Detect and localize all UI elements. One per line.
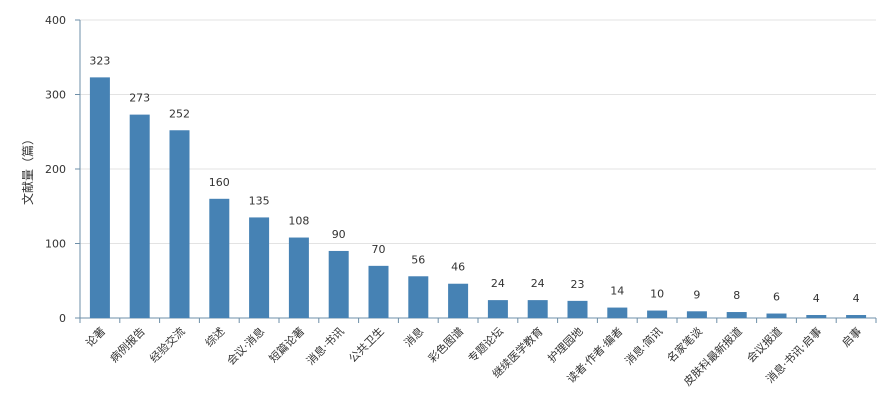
y-tick-label: 300 (45, 89, 66, 102)
bar-value-label: 24 (531, 277, 545, 290)
bar-value-label: 252 (169, 107, 190, 120)
x-tick-label: 会议·消息 (224, 324, 267, 367)
bar[interactable] (766, 313, 787, 318)
bar[interactable] (368, 265, 389, 318)
gridlines (80, 19, 876, 244)
bar[interactable] (567, 300, 588, 318)
bar[interactable] (846, 315, 867, 318)
bar[interactable] (448, 283, 469, 318)
bar[interactable] (288, 237, 309, 318)
x-tick-label: 消息 (401, 324, 426, 349)
bar[interactable] (806, 315, 827, 318)
data-labels: 323 273 252 160 135 108 90 70 56 46 24 24 23 14 10 9 8 6 4… (89, 54, 859, 305)
bar[interactable] (686, 311, 707, 318)
x-tick-label: 论著 (83, 324, 108, 349)
bar[interactable] (487, 300, 508, 318)
bar-value-label: 70 (372, 243, 386, 256)
x-tick-label: 启事 (839, 325, 864, 350)
bar[interactable] (726, 312, 747, 318)
bar-value-label: 24 (491, 277, 505, 290)
x-tick-label: 病例报告 (107, 324, 148, 365)
bar[interactable] (249, 217, 270, 318)
x-tick-label: 短篇论著 (266, 324, 307, 365)
x-tick-label: 名家笔谈 (664, 324, 705, 365)
bar[interactable] (607, 307, 628, 318)
bar-value-label: 4 (853, 292, 860, 305)
x-tick-label: 彩色图谱 (425, 324, 466, 365)
bar[interactable] (647, 310, 668, 318)
bar[interactable] (169, 130, 190, 318)
x-tick-label: 公共卫生 (346, 324, 387, 365)
bar[interactable] (328, 250, 349, 318)
x-tick-label: 会议报道 (744, 324, 785, 365)
bar[interactable] (408, 276, 429, 318)
y-tick-label: 400 (45, 14, 66, 27)
bar[interactable] (89, 77, 110, 319)
y-tick-label: 100 (45, 238, 66, 251)
bar-value-label: 10 (650, 288, 664, 301)
bar[interactable] (527, 300, 548, 318)
x-tick-label: 经验交流 (147, 324, 188, 365)
x-tick-label: 护理园地 (545, 324, 586, 365)
bar-value-label: 135 (249, 194, 270, 207)
bar-value-label: 323 (89, 54, 110, 67)
bars (89, 77, 867, 319)
bar[interactable] (129, 114, 150, 319)
bar-value-label: 108 (288, 215, 309, 228)
bar-value-label: 14 (610, 285, 624, 298)
y-axis-label: 文献量（篇） (20, 133, 35, 205)
x-tick-label: 综述 (202, 324, 227, 349)
bar-value-label: 4 (813, 292, 820, 305)
bar-value-label: 56 (411, 253, 425, 266)
bar-value-label: 23 (571, 278, 585, 291)
bar-value-label: 8 (733, 289, 740, 302)
x-tick-label: 专题论坛 (465, 324, 506, 365)
bar-value-label: 160 (209, 176, 230, 189)
x-tick-label: 消息·书讯 (303, 324, 346, 367)
bar-value-label: 90 (332, 228, 346, 241)
bar-value-label: 46 (451, 261, 465, 274)
bar[interactable] (209, 198, 230, 318)
y-tick-label: 200 (45, 163, 66, 176)
bar-value-label: 6 (773, 291, 780, 304)
bar-value-label: 9 (693, 288, 700, 301)
bar-value-label: 273 (129, 92, 150, 105)
y-tick-label: 0 (59, 312, 66, 325)
x-tick-label: 消息·简讯 (622, 324, 665, 367)
